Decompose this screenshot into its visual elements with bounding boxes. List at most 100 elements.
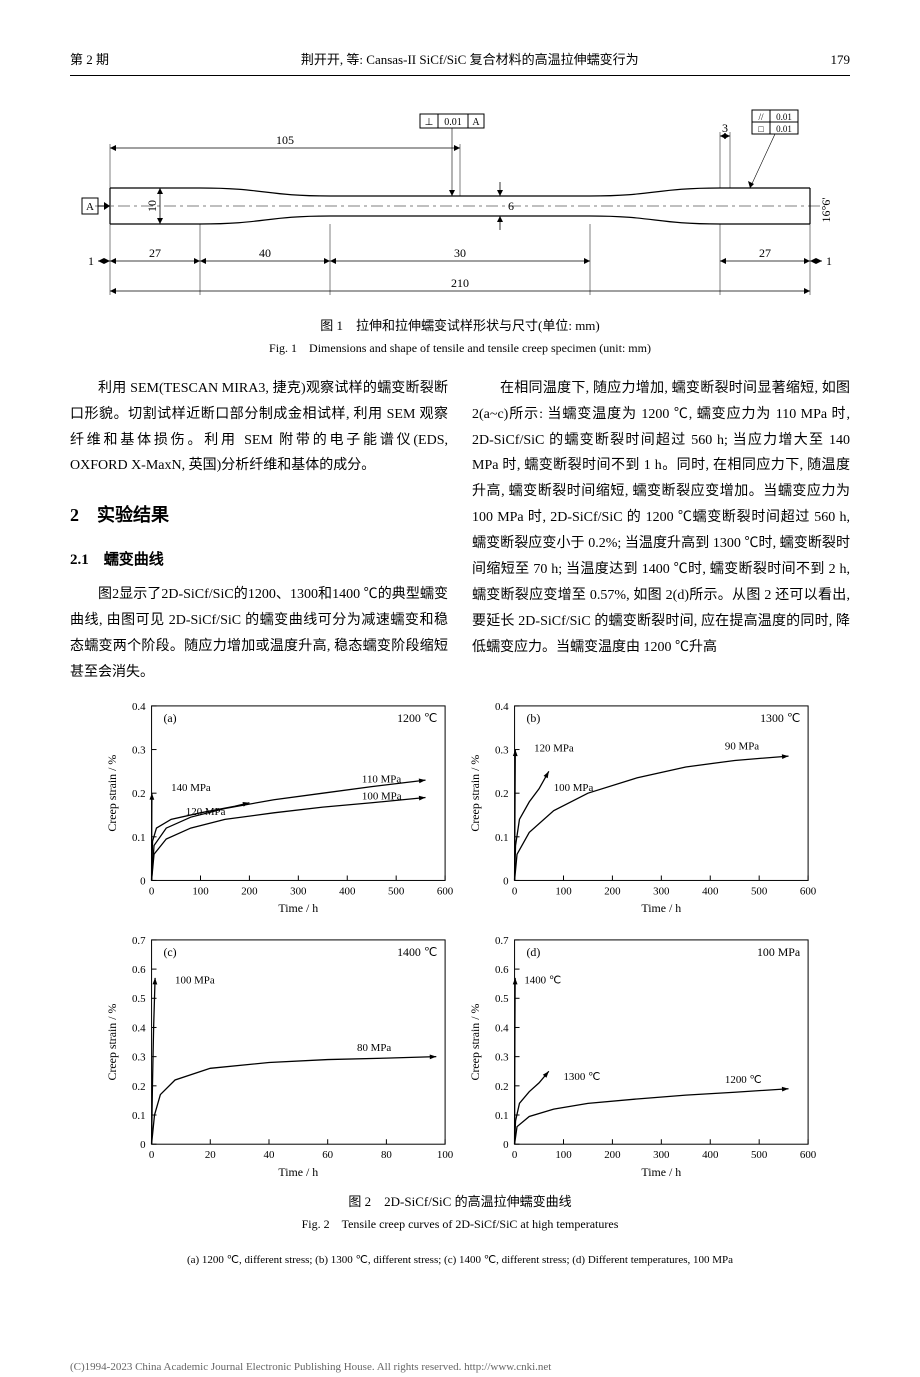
chart-a: 010020030040050060000.10.20.30.4Time / h…: [100, 696, 457, 924]
svg-text:200: 200: [604, 1149, 621, 1161]
svg-text:10: 10: [145, 200, 159, 212]
svg-text:27: 27: [149, 246, 161, 260]
svg-text:0: 0: [149, 1149, 155, 1161]
chart-b: 010020030040050060000.10.20.30.4Time / h…: [463, 696, 820, 924]
svg-text:0.7: 0.7: [495, 935, 509, 947]
svg-text:0.2: 0.2: [495, 1081, 509, 1093]
svg-text:0.6: 0.6: [132, 964, 146, 976]
svg-text:A: A: [86, 201, 94, 213]
svg-text:200: 200: [241, 885, 258, 897]
svg-text:100 MPa: 100 MPa: [175, 975, 215, 987]
svg-text:500: 500: [751, 1149, 768, 1161]
svg-text:0.6: 0.6: [495, 964, 509, 976]
svg-text:0.4: 0.4: [495, 1022, 509, 1034]
footer-copyright: (C)1994-2023 China Academic Journal Elec…: [0, 1359, 920, 1377]
svg-text:0.01: 0.01: [776, 124, 792, 134]
svg-text:600: 600: [800, 885, 817, 897]
svg-text:1200 ℃: 1200 ℃: [397, 711, 437, 725]
svg-text:80: 80: [381, 1149, 392, 1161]
svg-text:0: 0: [512, 885, 518, 897]
svg-text:0.2: 0.2: [132, 788, 146, 800]
svg-text:0.4: 0.4: [495, 701, 509, 713]
svg-text:200: 200: [604, 885, 621, 897]
svg-text:0: 0: [149, 885, 155, 897]
svg-text:3: 3: [722, 121, 728, 135]
svg-text:1: 1: [88, 254, 94, 268]
svg-text:(d): (d): [526, 945, 540, 959]
fig2-caption-en: Fig. 2 Tensile creep curves of 2D-SiCf/S…: [70, 1215, 850, 1234]
svg-text://: //: [758, 112, 764, 122]
svg-text:400: 400: [339, 885, 356, 897]
svg-text:27: 27: [759, 246, 771, 260]
svg-text:120 MPa: 120 MPa: [534, 743, 574, 755]
svg-text:600: 600: [800, 1149, 817, 1161]
svg-text:100: 100: [555, 885, 572, 897]
svg-text:A: A: [472, 117, 480, 128]
svg-text:0: 0: [503, 1139, 509, 1151]
svg-text:Creep strain / %: Creep strain / %: [105, 1004, 119, 1081]
chart-c: 02040608010000.10.20.30.40.50.60.7Time /…: [100, 930, 457, 1188]
svg-text:(a): (a): [163, 711, 176, 725]
svg-text:300: 300: [653, 1149, 670, 1161]
svg-text:0.3: 0.3: [495, 1052, 509, 1064]
svg-text:0.1: 0.1: [132, 1110, 146, 1122]
left-column: 利用 SEM(TESCAN MIRA3, 捷克)观察试样的蠕变断裂断口形貌。切割…: [70, 376, 448, 686]
svg-text:1: 1: [826, 254, 832, 268]
svg-text:210: 210: [451, 276, 469, 290]
svg-text:0.3: 0.3: [132, 1052, 146, 1064]
svg-text:300: 300: [290, 885, 307, 897]
header-issue: 第 2 期: [70, 50, 109, 71]
svg-text:140 MPa: 140 MPa: [171, 782, 211, 794]
svg-text:0.01: 0.01: [776, 112, 792, 122]
svg-text:20: 20: [205, 1149, 216, 1161]
svg-text:400: 400: [702, 1149, 719, 1161]
header-page-number: 179: [830, 50, 850, 71]
body-columns: 利用 SEM(TESCAN MIRA3, 捷克)观察试样的蠕变断裂断口形貌。切割…: [70, 376, 850, 686]
svg-text:□: □: [758, 124, 764, 134]
svg-text:0.2: 0.2: [495, 788, 509, 800]
fig1-caption-cn: 图 1 拉伸和拉伸蠕变试样形状与尺寸(单位: mm): [70, 316, 850, 337]
specimen-diagram: 12740302712101053106A⊥0.01A//0.01□0.0116…: [70, 96, 850, 306]
header-title: 荆开开, 等: Cansas-II SiCf/SiC 复合材料的高温拉伸蠕变行为: [301, 50, 639, 71]
svg-text:100 MPa: 100 MPa: [362, 791, 402, 803]
svg-text:0: 0: [140, 1139, 146, 1151]
svg-text:105: 105: [276, 133, 294, 147]
svg-text:0.5: 0.5: [132, 993, 146, 1005]
fig1-caption-en: Fig. 1 Dimensions and shape of tensile a…: [70, 339, 850, 358]
svg-text:0.4: 0.4: [132, 701, 146, 713]
svg-text:Time / h: Time / h: [641, 901, 681, 915]
svg-text:(b): (b): [526, 711, 540, 725]
svg-text:0.3: 0.3: [132, 744, 146, 756]
svg-text:100: 100: [555, 1149, 572, 1161]
svg-text:100: 100: [192, 885, 209, 897]
svg-text:0.1: 0.1: [132, 832, 146, 844]
svg-text:Creep strain / %: Creep strain / %: [105, 755, 119, 832]
svg-text:0.3: 0.3: [495, 744, 509, 756]
para-creep-curves: 图2显示了2D-SiCf/SiC的1200、1300和1400 ℃的典型蠕变曲线…: [70, 582, 448, 686]
svg-text:1400 ℃: 1400 ℃: [524, 975, 561, 987]
svg-text:1400 ℃: 1400 ℃: [397, 945, 437, 959]
para-right: 在相同温度下, 随应力增加, 蠕变断裂时间显著缩短, 如图 2(a~c)所示: …: [472, 376, 850, 661]
svg-text:(c): (c): [163, 945, 176, 959]
svg-text:Creep strain / %: Creep strain / %: [468, 755, 482, 832]
svg-text:30: 30: [454, 246, 466, 260]
svg-text:Time / h: Time / h: [641, 1165, 681, 1179]
svg-text:400: 400: [702, 885, 719, 897]
svg-text:1300 ℃: 1300 ℃: [563, 1071, 600, 1083]
svg-text:0: 0: [503, 875, 509, 887]
svg-text:0: 0: [512, 1149, 518, 1161]
svg-text:0: 0: [140, 875, 146, 887]
svg-text:300: 300: [653, 885, 670, 897]
svg-text:0.4: 0.4: [132, 1022, 146, 1034]
section-2-1-heading: 2.1 蠕变曲线: [70, 547, 448, 575]
svg-text:1200 ℃: 1200 ℃: [725, 1074, 762, 1086]
svg-text:60: 60: [322, 1149, 333, 1161]
svg-text:0.1: 0.1: [495, 832, 509, 844]
right-column: 在相同温度下, 随应力增加, 蠕变断裂时间显著缩短, 如图 2(a~c)所示: …: [472, 376, 850, 686]
svg-text:6: 6: [508, 199, 514, 213]
section-2-heading: 2 实验结果: [70, 499, 448, 532]
svg-text:0.01: 0.01: [444, 117, 462, 128]
svg-text:600: 600: [437, 885, 454, 897]
svg-text:1300 ℃: 1300 ℃: [760, 711, 800, 725]
svg-text:90 MPa: 90 MPa: [725, 741, 759, 753]
